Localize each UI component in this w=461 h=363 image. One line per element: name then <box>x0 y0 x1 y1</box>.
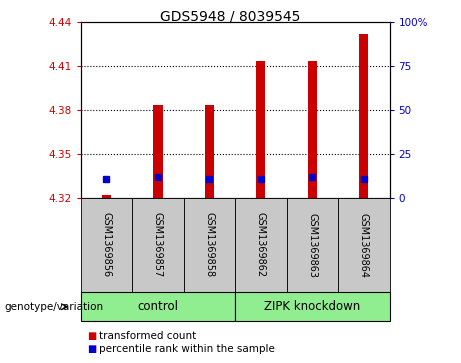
Text: GSM1369856: GSM1369856 <box>101 212 112 278</box>
Text: percentile rank within the sample: percentile rank within the sample <box>99 344 275 354</box>
Text: GSM1369862: GSM1369862 <box>256 212 266 278</box>
Text: ZIPK knockdown: ZIPK knockdown <box>264 300 361 313</box>
Bar <box>256 61 266 198</box>
Text: ■: ■ <box>88 331 97 341</box>
Text: genotype/variation: genotype/variation <box>5 302 104 312</box>
Text: GSM1369858: GSM1369858 <box>204 212 214 278</box>
Bar <box>307 61 317 198</box>
Text: GSM1369857: GSM1369857 <box>153 212 163 278</box>
Text: ■: ■ <box>88 344 97 354</box>
Bar <box>102 195 111 198</box>
Text: GSM1369863: GSM1369863 <box>307 212 317 278</box>
Text: transformed count: transformed count <box>99 331 196 341</box>
Text: GDS5948 / 8039545: GDS5948 / 8039545 <box>160 9 301 23</box>
Text: control: control <box>137 300 178 313</box>
Bar <box>153 105 163 198</box>
Bar <box>205 105 214 198</box>
Bar <box>359 33 368 198</box>
Text: GSM1369864: GSM1369864 <box>359 212 369 278</box>
